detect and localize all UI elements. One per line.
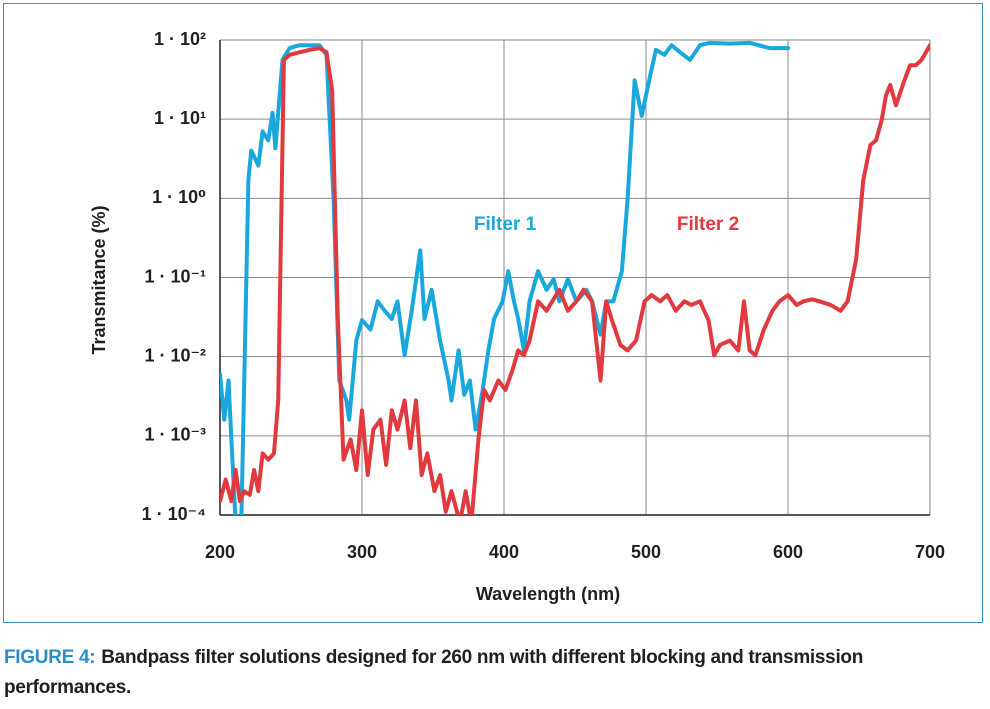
x-axis-label: Wavelength (nm): [476, 584, 620, 604]
x-tick-label: 700: [915, 542, 945, 562]
x-tick-label: 500: [631, 542, 661, 562]
figure-frame: [3, 3, 983, 623]
series-label: Filter 2: [677, 214, 739, 235]
data-line: [220, 43, 930, 515]
x-tick-label: 300: [347, 542, 377, 562]
data-line: [220, 40, 790, 515]
y-tick-label: 1 · 10⁻⁴: [142, 504, 206, 524]
y-axis-label: Transmitance (%): [89, 205, 109, 354]
y-tick-label: 1 · 10⁻¹: [144, 266, 206, 286]
y-tick-label: 1 · 10²: [154, 29, 206, 49]
y-tick-label: 1 · 10¹: [154, 108, 206, 128]
caption-text: Bandpass filter solutions designed for 2…: [4, 647, 864, 698]
x-tick-label: 400: [489, 542, 519, 562]
caption: FIGURE 4: Bandpass filter solutions desig…: [4, 643, 974, 703]
plot-area: [220, 40, 930, 515]
chart: Wavelength (nm) Transmitance (%) 1 · 10²…: [89, 29, 945, 604]
y-tick-label: 1 · 10⁻²: [144, 345, 206, 365]
series-label: Filter 1: [474, 214, 537, 235]
y-tick-label: 1 · 10⁻³: [144, 425, 206, 445]
caption-label: FIGURE 4:: [4, 647, 96, 668]
x-tick-label: 600: [773, 542, 803, 562]
x-tick-label: 200: [205, 542, 235, 562]
y-tick-label: 1 · 10⁰: [152, 187, 206, 207]
